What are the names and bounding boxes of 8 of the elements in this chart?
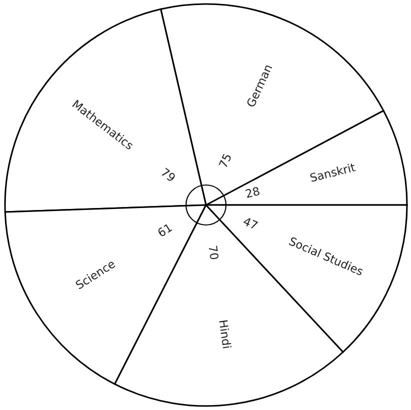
data-label: 47 — [242, 216, 258, 230]
data-label: 61 — [157, 223, 172, 238]
data-label: 75 — [218, 153, 232, 168]
data-label: 79 — [160, 168, 176, 182]
slice-label: Hindi — [219, 320, 232, 348]
data-label: 70 — [208, 246, 219, 260]
data-label: 28 — [245, 186, 260, 198]
slice-label: Sanskrit — [310, 162, 356, 182]
